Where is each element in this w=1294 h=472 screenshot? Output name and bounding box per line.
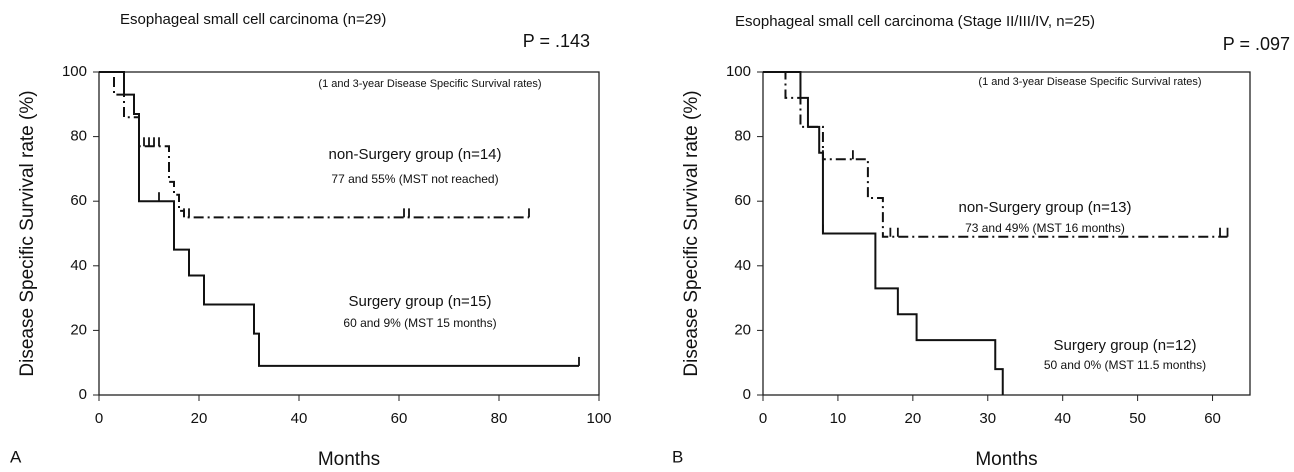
p-value: P = .143 [523, 31, 590, 51]
chart-title: Esophageal small cell carcinoma (Stage I… [735, 13, 1095, 30]
series-note: 73 and 49% (MST 16 months) [965, 221, 1125, 235]
x-axis-label: Months [975, 449, 1037, 470]
x-tick-label: 80 [491, 410, 508, 427]
y-tick-label: 60 [734, 192, 751, 209]
series-label: non-Surgery group (n=13) [958, 199, 1131, 216]
survival-curve [763, 71, 1004, 395]
y-tick-label: 40 [734, 257, 751, 274]
panel-letter: A [10, 447, 22, 466]
series-note: 60 and 9% (MST 15 months) [343, 316, 496, 330]
x-tick-label: 30 [979, 410, 996, 427]
x-tick-label: 10 [830, 410, 847, 427]
survival-curve [99, 71, 579, 367]
series-note: 77 and 55% (MST not reached) [331, 172, 498, 186]
x-tick-label: 20 [191, 410, 208, 427]
x-tick-label: 40 [1054, 410, 1071, 427]
y-tick-label: 0 [743, 386, 751, 403]
p-value: P = .097 [1223, 34, 1290, 54]
plot-frame [98, 71, 600, 396]
y-tick-label: 0 [79, 386, 87, 403]
subtitle: (1 and 3-year Disease Specific Survival … [318, 78, 541, 90]
chart-title: Esophageal small cell carcinoma (n=29) [120, 11, 386, 28]
x-axis-label: Months [318, 449, 380, 470]
subtitle: (1 and 3-year Disease Specific Survival … [978, 76, 1201, 88]
x-tick-label: 50 [1129, 410, 1146, 427]
survival-curve [99, 71, 529, 219]
x-tick-label: 100 [586, 410, 611, 427]
x-tick-label: 0 [95, 410, 103, 427]
x-tick-label: 60 [391, 410, 408, 427]
y-tick-label: 20 [70, 321, 87, 338]
survival-curve [763, 71, 1228, 238]
plot-frame [762, 71, 1251, 396]
x-tick-label: 20 [905, 410, 922, 427]
y-tick-label: 100 [726, 63, 751, 80]
series-label: non-Surgery group (n=14) [328, 146, 501, 163]
y-tick-label: 40 [70, 257, 87, 274]
y-tick-label: 60 [70, 192, 87, 209]
series-label: Surgery group (n=15) [349, 293, 492, 310]
x-tick-label: 0 [759, 410, 767, 427]
series-label: Surgery group (n=12) [1054, 337, 1197, 354]
series-note: 50 and 0% (MST 11.5 months) [1044, 358, 1206, 372]
y-tick-label: 80 [734, 128, 751, 145]
x-tick-label: 40 [291, 410, 308, 427]
x-tick-label: 60 [1204, 410, 1221, 427]
panel-letter: B [672, 447, 683, 466]
y-axis-label: Disease Specific Survival rate (%) [17, 90, 38, 376]
y-tick-label: 100 [62, 63, 87, 80]
y-axis-label: Disease Specific Survival rate (%) [681, 90, 702, 376]
y-tick-label: 80 [70, 128, 87, 145]
y-tick-label: 20 [734, 321, 751, 338]
